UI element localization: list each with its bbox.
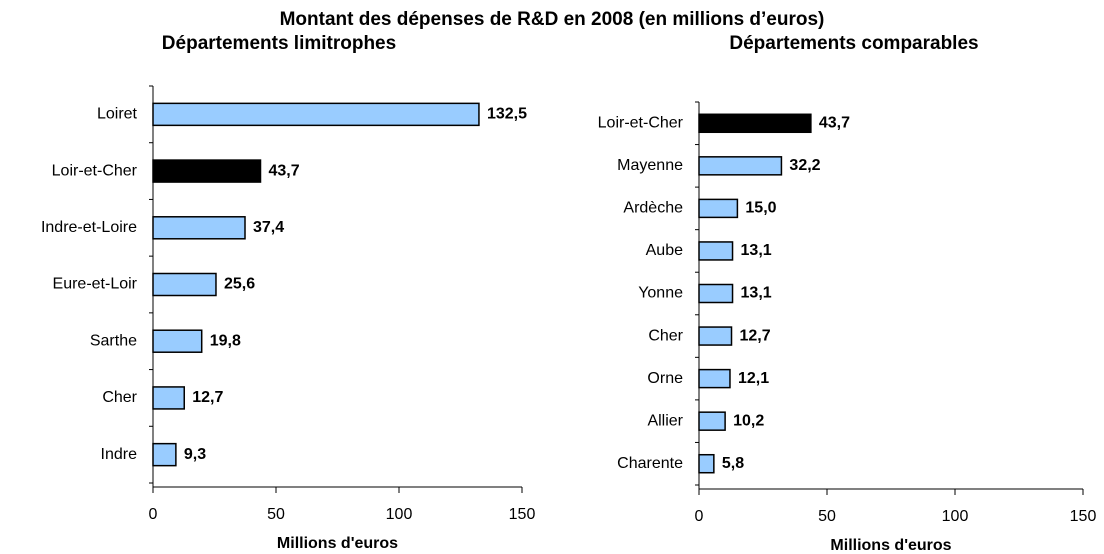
bar xyxy=(698,411,726,431)
y-tick-label: Indre-et-Loire xyxy=(41,219,137,236)
x-axis-label: Millions d'euros xyxy=(830,537,951,554)
bar xyxy=(698,283,734,304)
value-label: 43,7 xyxy=(819,114,850,131)
bar xyxy=(698,241,734,261)
value-label: 19,8 xyxy=(210,332,241,349)
x-tick-label: 150 xyxy=(509,506,536,523)
y-tick-label: Loir-et-Cher xyxy=(598,114,684,131)
y-tick-label: Ardèche xyxy=(623,200,683,217)
x-tick-label: 0 xyxy=(149,506,158,523)
y-tick-label: Yonne xyxy=(638,285,683,302)
value-label: 13,1 xyxy=(741,242,772,259)
y-tick-label: Loiret xyxy=(97,106,138,123)
bar xyxy=(698,368,731,389)
x-axis-label: Millions d'euros xyxy=(277,535,398,552)
bar xyxy=(152,159,262,183)
y-tick-label: Aube xyxy=(646,242,683,259)
value-label: 132,5 xyxy=(487,106,527,123)
value-label: 32,2 xyxy=(789,157,820,174)
subtitle: Départements limitrophes xyxy=(162,33,396,54)
subtitle: Départements comparables xyxy=(729,33,978,54)
bar xyxy=(152,442,177,467)
y-tick-label: Loir-et-Cher xyxy=(52,162,138,179)
bar xyxy=(152,386,185,410)
y-tick-label: Indre xyxy=(101,446,138,463)
chart-title: Montant des dépenses de R&D en 2008 (en … xyxy=(280,9,825,30)
x-tick-label: 100 xyxy=(942,508,969,525)
bar xyxy=(152,272,217,297)
bar xyxy=(698,453,715,474)
value-label: 37,4 xyxy=(253,219,284,236)
y-tick-label: Sarthe xyxy=(90,332,137,349)
value-label: 12,1 xyxy=(738,370,769,387)
x-tick-label: 50 xyxy=(818,508,836,525)
value-label: 12,7 xyxy=(192,389,223,406)
y-tick-label: Allier xyxy=(647,412,683,429)
value-label: 10,2 xyxy=(733,412,764,429)
value-label: 43,7 xyxy=(269,162,300,179)
x-tick-label: 0 xyxy=(695,508,704,525)
bar xyxy=(152,216,246,240)
bar xyxy=(698,156,783,176)
bar xyxy=(152,102,480,127)
x-tick-label: 100 xyxy=(386,506,413,523)
x-tick-label: 150 xyxy=(1070,508,1097,525)
value-label: 13,1 xyxy=(741,285,772,302)
bar xyxy=(698,113,812,134)
x-tick-label: 50 xyxy=(267,506,285,523)
value-label: 15,0 xyxy=(745,200,776,217)
y-tick-label: Mayenne xyxy=(617,157,683,174)
y-tick-label: Eure-et-Loir xyxy=(53,276,138,293)
y-tick-label: Charente xyxy=(617,455,683,472)
bar xyxy=(698,326,733,346)
y-tick-label: Orne xyxy=(647,370,683,387)
value-label: 9,3 xyxy=(184,446,206,463)
value-label: 25,6 xyxy=(224,276,255,293)
bar xyxy=(698,198,739,219)
value-label: 12,7 xyxy=(740,327,771,344)
bar xyxy=(152,329,203,353)
y-tick-label: Cher xyxy=(102,389,137,406)
value-label: 5,8 xyxy=(722,455,744,472)
y-tick-label: Cher xyxy=(648,327,683,344)
